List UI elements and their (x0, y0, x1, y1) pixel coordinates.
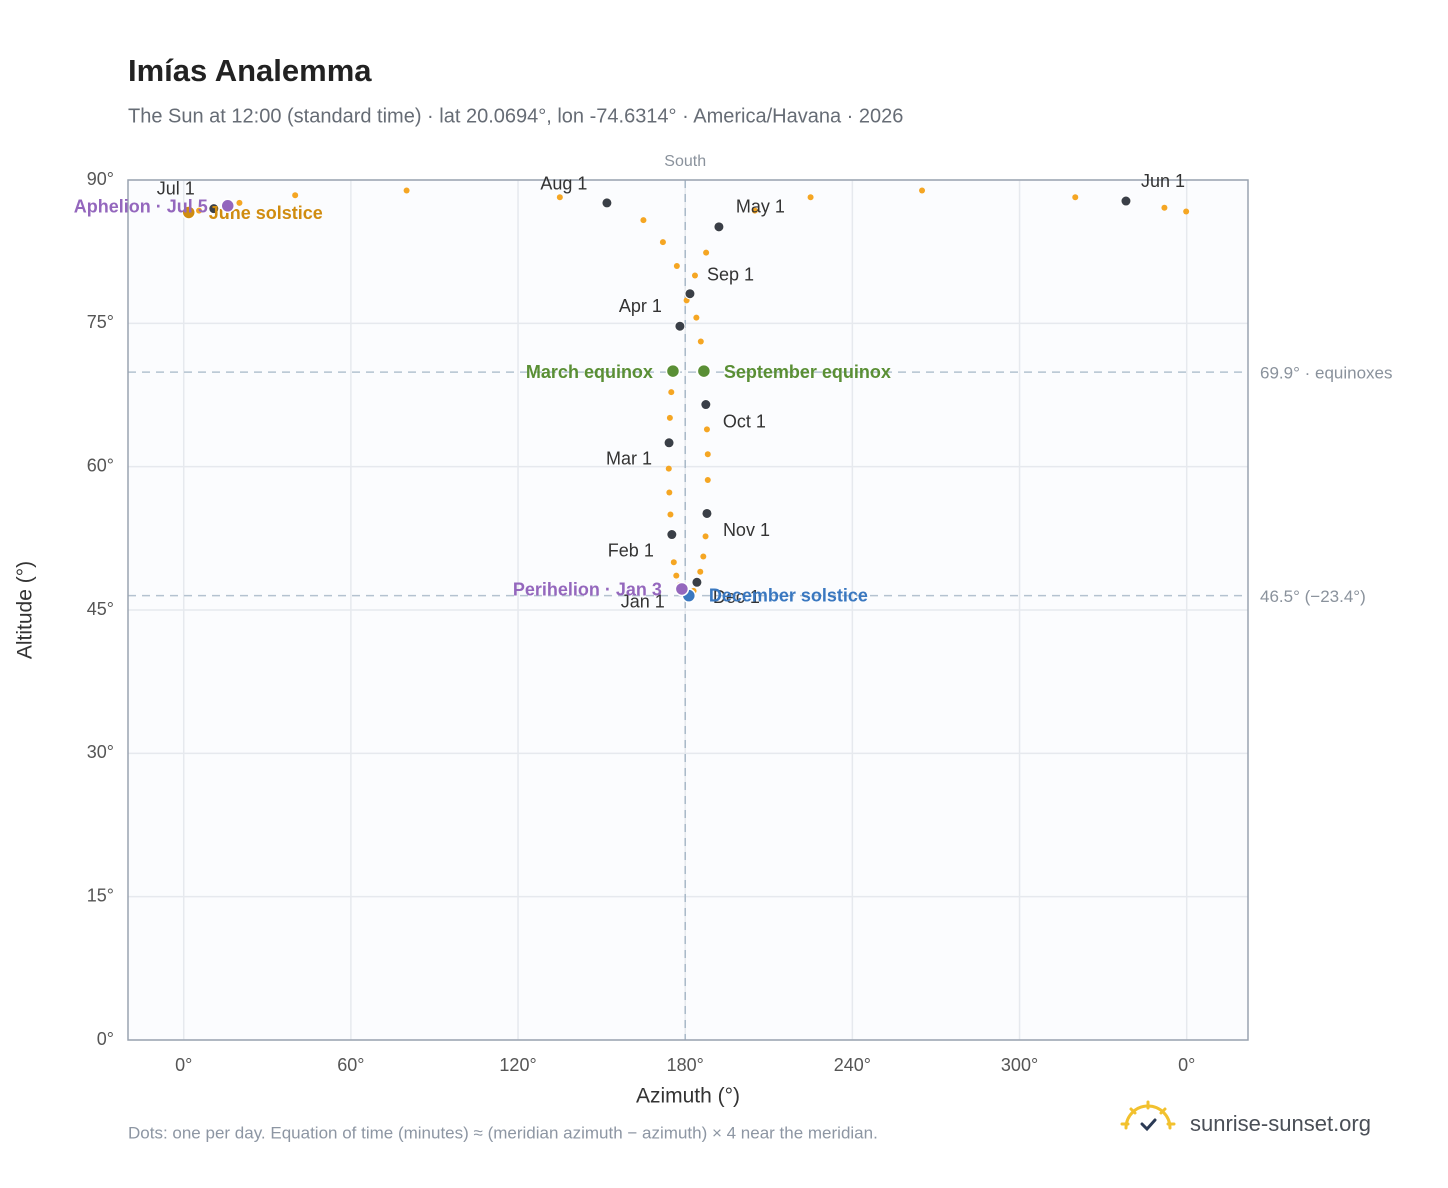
y-axis-label: Altitude (°) (14, 561, 37, 659)
sun-dot (673, 572, 680, 579)
sun-dot (659, 239, 666, 246)
chart-title: Imías Analemma (128, 53, 372, 88)
event-marker (696, 363, 712, 379)
sun-dot (667, 511, 674, 518)
sun-dot (1072, 194, 1079, 201)
month-label: Jan 1 (621, 592, 665, 612)
reference-label: 46.5° (−23.4°) (1260, 587, 1366, 606)
sun-dot (673, 263, 680, 269)
month-label: Jul 1 (157, 178, 195, 198)
sun-dot (704, 477, 711, 484)
event-label: Aphelion · Jul 5 (74, 197, 208, 217)
sun-dot (665, 465, 672, 472)
reference-label: 69.9° · equinoxes (1260, 364, 1393, 383)
sun-dot (702, 533, 709, 540)
x-tick-label: 60° (337, 1055, 364, 1075)
x-axis-label: Azimuth (°) (636, 1085, 740, 1108)
x-tick-label: 180° (667, 1055, 704, 1075)
x-tick-label: 240° (834, 1055, 871, 1075)
month-label: Mar 1 (606, 449, 652, 469)
sun-dot (807, 194, 814, 201)
x-tick-label: 0° (175, 1055, 192, 1075)
meridian-label: South (664, 153, 706, 170)
month-label: Jun 1 (1141, 171, 1185, 191)
event-marker (220, 198, 235, 214)
event-label: June solstice (209, 203, 323, 223)
y-tick-label: 0° (97, 1029, 114, 1049)
sun-dot (919, 187, 926, 194)
month-label: Oct 1 (723, 411, 766, 431)
y-tick-label: 45° (87, 599, 114, 619)
sun-dot (196, 207, 203, 214)
month-marker (701, 507, 713, 519)
sun-dot (1161, 204, 1168, 211)
month-label: May 1 (736, 197, 785, 217)
sun-dot (697, 568, 704, 575)
event-marker (674, 581, 690, 597)
x-tick-label: 0° (1178, 1055, 1195, 1075)
month-marker (663, 437, 675, 449)
brand-logo (1120, 1100, 1176, 1132)
sun-dot (666, 414, 673, 421)
event-label: September equinox (724, 362, 891, 382)
x-tick-label: 300° (1001, 1055, 1038, 1075)
month-marker (684, 288, 696, 300)
month-marker (713, 221, 725, 233)
sun-dot (697, 338, 704, 345)
x-tick-label: 120° (499, 1055, 536, 1075)
y-tick-label: 75° (87, 312, 114, 332)
event-marker (181, 205, 196, 220)
month-label: Aug 1 (540, 174, 587, 194)
sun-dot (670, 559, 677, 566)
sun-dot (236, 199, 243, 206)
sun-dot (703, 249, 710, 256)
sun-dot (556, 194, 563, 201)
sun-dot (668, 389, 675, 396)
event-label: Perihelion · Jan 3 (513, 580, 662, 600)
month-label: Sep 1 (707, 264, 754, 284)
event-label: March equinox (526, 362, 653, 382)
sun-dot (691, 272, 698, 279)
sun-dot (1183, 208, 1190, 215)
month-label: Apr 1 (619, 296, 662, 316)
sun-dot (403, 187, 410, 194)
sun-dot (704, 451, 711, 458)
brand: sunrise-sunset.org (1190, 1111, 1371, 1136)
sun-dot (666, 489, 673, 496)
month-label: Feb 1 (608, 540, 654, 560)
sun-dot (640, 217, 647, 224)
month-marker (700, 399, 712, 411)
chart-subtitle: The Sun at 12:00 (standard time) · lat 2… (128, 105, 903, 127)
month-marker (674, 320, 686, 332)
y-tick-label: 30° (87, 742, 114, 762)
event-marker (665, 363, 681, 379)
month-label: Dec 1 (713, 587, 760, 607)
plot-frame (127, 179, 1249, 1041)
month-marker (666, 529, 678, 541)
month-label: Nov 1 (723, 520, 770, 540)
sun-dot (700, 553, 707, 560)
sun-dot (292, 192, 299, 199)
month-marker (601, 197, 613, 209)
sun-dot (683, 297, 690, 304)
month-marker (691, 576, 703, 588)
event-label: December solstice (709, 585, 868, 605)
month-marker (1120, 195, 1132, 207)
sun-dot (703, 426, 710, 433)
sun-dot (693, 314, 700, 321)
y-tick-label: 90° (87, 169, 114, 189)
month-marker (208, 203, 220, 215)
y-tick-label: 60° (87, 455, 114, 475)
sun-dot (751, 207, 758, 214)
footnote: Dots: one per day. Equation of time (min… (128, 1123, 878, 1142)
y-tick-label: 15° (87, 885, 114, 905)
